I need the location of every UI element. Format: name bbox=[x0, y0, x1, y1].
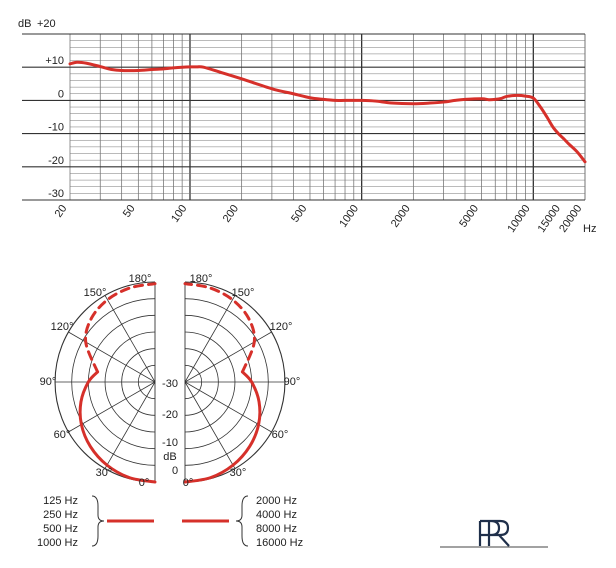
legend-right-4000hz: 4000 Hz bbox=[256, 509, 297, 521]
polar-spoke bbox=[68, 381, 156, 433]
x-tick-label: 500 bbox=[289, 203, 309, 225]
radial-label-minus10: -10 bbox=[162, 437, 178, 449]
legend-left-brace bbox=[91, 495, 105, 547]
x-axis-unit-label: Hz bbox=[583, 223, 596, 235]
frequency-legend: 125 Hz 250 Hz 500 Hz 1000 Hz 2000 Hz 400… bbox=[37, 495, 303, 549]
polar-curve-front bbox=[78, 370, 157, 484]
y-tick-label: +10 bbox=[45, 55, 64, 67]
legend-left-125hz: 125 Hz bbox=[43, 495, 78, 507]
x-tick-label: 20000 bbox=[557, 203, 584, 235]
angle-label-left-60: 60° bbox=[54, 429, 71, 441]
polar-grid bbox=[54, 281, 286, 483]
angle-label-right-90: 90° bbox=[284, 376, 301, 388]
angle-label-left-90: 90° bbox=[40, 376, 57, 388]
polar-spoke bbox=[184, 295, 236, 383]
y-tick-label: 0 bbox=[58, 88, 64, 100]
polar-spoke bbox=[104, 295, 156, 383]
legend-right-2000hz: 2000 Hz bbox=[256, 495, 297, 507]
x-tick-label: 2000 bbox=[389, 203, 413, 230]
x-tick-label: 200 bbox=[221, 203, 241, 225]
angle-label-left-0: 0° bbox=[139, 477, 150, 489]
polar-curves bbox=[78, 282, 262, 484]
frequency-response-curve bbox=[68, 60, 587, 164]
polar-curve-rear bbox=[84, 282, 157, 374]
radial-label-minus20: -20 bbox=[162, 409, 178, 421]
x-tick-label: 5000 bbox=[457, 203, 481, 230]
x-tick-label: 10000 bbox=[505, 203, 532, 235]
angle-label-right-120: 120° bbox=[270, 321, 293, 333]
polar-spoke bbox=[104, 381, 156, 469]
legend-right-16000hz: 16000 Hz bbox=[256, 537, 303, 549]
polar-spoke bbox=[184, 381, 272, 433]
angle-label-left-30: 30° bbox=[96, 467, 113, 479]
legend-left-1000hz: 1000 Hz bbox=[37, 537, 78, 549]
brand-logo bbox=[440, 519, 548, 548]
frequency-response-chart: dB +10 0 -10 -20 -30 +20 20 50 100 200 500 1000 200… bbox=[18, 18, 596, 235]
angle-label-left-120: 120° bbox=[51, 321, 74, 333]
radial-label-minus30: -30 bbox=[162, 378, 178, 390]
legend-left-250hz: 250 Hz bbox=[43, 509, 78, 521]
legend-right-brace bbox=[235, 495, 249, 547]
x-tick-label: 1000 bbox=[337, 203, 361, 230]
angle-label-right-150: 150° bbox=[232, 287, 255, 299]
radial-label-db-unit: dB bbox=[163, 451, 176, 463]
y-tick-label: -30 bbox=[48, 188, 64, 200]
polar-spoke bbox=[68, 331, 156, 383]
x-tick-label: 100 bbox=[169, 203, 189, 225]
angle-label-right-60: 60° bbox=[272, 429, 289, 441]
y-tick-label: +20 bbox=[37, 18, 56, 30]
frequency-response-grid bbox=[22, 33, 586, 201]
polar-pattern-chart: 180° 150° 120° 90° 60° 30° 0° 180° 150° … bbox=[40, 273, 301, 489]
y-tick-labels: +10 0 -10 -20 -30 +20 bbox=[37, 18, 64, 200]
angle-label-left-150: 150° bbox=[84, 287, 107, 299]
y-tick-label: -20 bbox=[48, 155, 64, 167]
polar-spoke bbox=[184, 331, 272, 383]
x-tick-label: 50 bbox=[121, 203, 138, 220]
angle-label-right-30: 30° bbox=[230, 467, 247, 479]
legend-left-500hz: 500 Hz bbox=[43, 523, 78, 535]
x-tick-label: 20 bbox=[53, 203, 70, 220]
legend-right-8000hz: 8000 Hz bbox=[256, 523, 297, 535]
polar-curve-rear bbox=[183, 282, 256, 374]
pr-logo-mark bbox=[478, 519, 510, 547]
polar-curve-front bbox=[183, 370, 262, 484]
y-axis-unit-label: dB bbox=[18, 18, 31, 30]
angle-label-right-0: 0° bbox=[183, 477, 194, 489]
polar-spoke bbox=[184, 381, 236, 469]
angle-label-right-180: 180° bbox=[190, 273, 213, 285]
y-tick-label: -10 bbox=[48, 122, 64, 134]
radial-label-zero: 0 bbox=[172, 465, 178, 477]
angle-label-left-180: 180° bbox=[129, 273, 152, 285]
